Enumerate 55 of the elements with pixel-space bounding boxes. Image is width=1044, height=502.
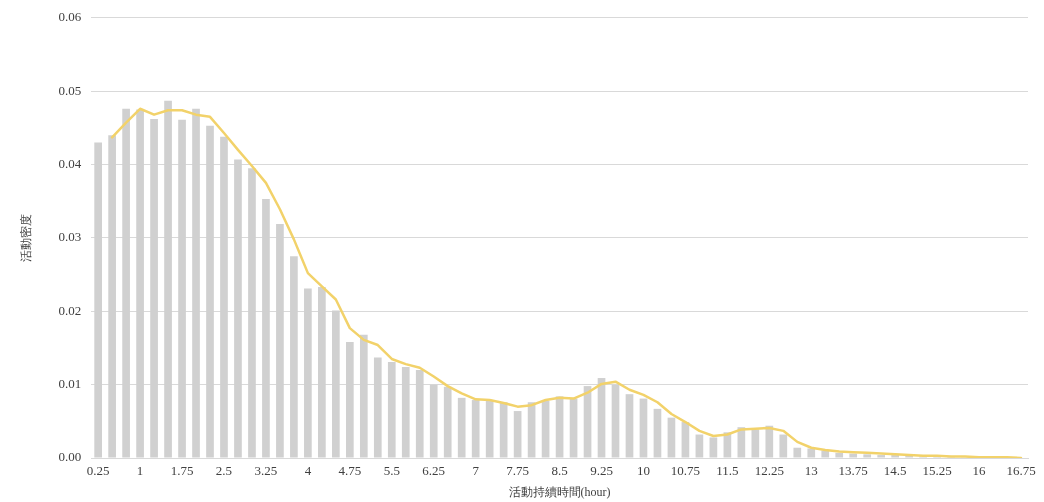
bar bbox=[457, 397, 466, 458]
y-tick-label: 0.01 bbox=[58, 376, 82, 392]
x-tick-label: 15.25 bbox=[922, 463, 952, 479]
bar bbox=[849, 453, 858, 458]
bar bbox=[835, 452, 844, 458]
bar bbox=[709, 437, 718, 458]
x-tick-label: 13.75 bbox=[838, 463, 868, 479]
bar bbox=[863, 454, 872, 458]
y-tick-label: 0.06 bbox=[58, 9, 82, 25]
x-tick-label: 0.25 bbox=[86, 463, 110, 479]
y-tick-label: 0.04 bbox=[58, 155, 82, 171]
x-tick-label: 7.75 bbox=[506, 463, 529, 479]
x-tick-label: 13 bbox=[804, 463, 818, 479]
x-tick-label: 10 bbox=[636, 463, 650, 479]
bar bbox=[877, 455, 886, 458]
bar bbox=[471, 400, 480, 458]
bar bbox=[807, 448, 816, 458]
x-tick-label: 8.5 bbox=[551, 463, 568, 479]
x-tick-label: 4.75 bbox=[338, 463, 362, 479]
bar bbox=[821, 450, 830, 458]
bar bbox=[695, 434, 704, 458]
y-tick-label: 0.03 bbox=[58, 229, 82, 245]
bar bbox=[765, 425, 774, 458]
bar bbox=[625, 394, 634, 458]
y-axis-title: 活動密度 bbox=[19, 213, 34, 262]
bar bbox=[653, 408, 662, 458]
x-tick-label: 11.5 bbox=[716, 463, 739, 479]
x-tick-label: 16.75 bbox=[1006, 463, 1036, 479]
bar bbox=[639, 398, 648, 458]
x-tick-label: 1 bbox=[136, 463, 144, 479]
bar bbox=[513, 411, 522, 458]
bar bbox=[779, 434, 788, 458]
x-tick-label: 14.5 bbox=[883, 463, 907, 479]
x-tick-label: 5.5 bbox=[383, 463, 400, 479]
x-tick-label: 4 bbox=[304, 463, 312, 479]
x-tick-label: 1.75 bbox=[170, 463, 194, 479]
bar bbox=[751, 429, 760, 458]
y-tick-label: 0.00 bbox=[58, 449, 82, 465]
x-tick-label: 16 bbox=[972, 463, 987, 479]
bar bbox=[667, 417, 676, 458]
y-tick-label: 0.05 bbox=[58, 82, 82, 98]
bar bbox=[793, 447, 802, 458]
x-tick-label: 9.25 bbox=[590, 463, 613, 479]
x-tick-label: 6.25 bbox=[422, 463, 446, 479]
bar bbox=[541, 400, 550, 458]
bar bbox=[569, 398, 578, 458]
x-tick-label: 12.25 bbox=[754, 463, 784, 479]
x-axis-title: 活動持續時間(hour) bbox=[508, 484, 611, 499]
y-tick-label: 0.02 bbox=[58, 302, 82, 318]
x-tick-label: 2.5 bbox=[215, 463, 233, 479]
bar bbox=[443, 386, 452, 458]
x-tick-label: 10.75 bbox=[670, 463, 701, 479]
x-tick-label: 7 bbox=[472, 463, 480, 479]
bar bbox=[485, 400, 494, 458]
x-tick-label: 3.25 bbox=[254, 463, 278, 479]
